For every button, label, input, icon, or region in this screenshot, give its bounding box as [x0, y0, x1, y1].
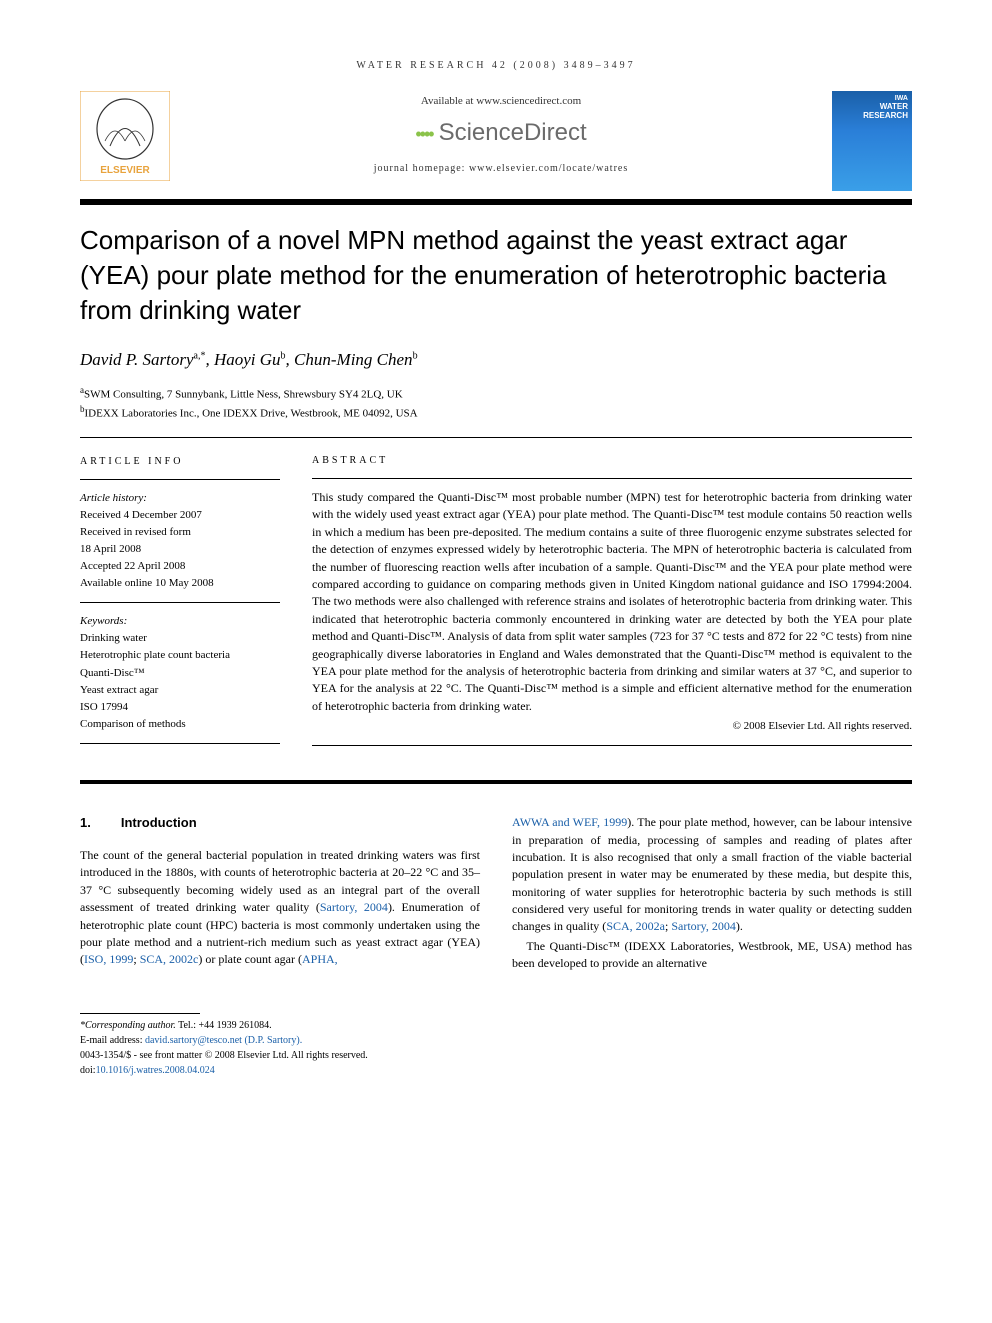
info-divider-3	[80, 743, 280, 744]
abstract-column: ABSTRACT This study compared the Quanti-…	[312, 454, 912, 757]
ref-link[interactable]: APHA,	[302, 952, 338, 966]
available-at-text: Available at www.sciencedirect.com	[170, 95, 832, 107]
journal-homepage: journal homepage: www.elsevier.com/locat…	[170, 163, 832, 174]
corresponding-author: *Corresponding author. Tel.: +44 1939 26…	[80, 1018, 912, 1033]
ref-link[interactable]: SCA, 2002a	[606, 919, 665, 933]
accepted-date: Accepted 22 April 2008	[80, 558, 280, 575]
svg-text:ELSEVIER: ELSEVIER	[100, 165, 150, 176]
abstract-text: This study compared the Quanti-Disc™ mos…	[312, 489, 912, 715]
body-right-column: AWWA and WEF, 1999). The pour plate meth…	[512, 814, 912, 973]
doi-link[interactable]: 10.1016/j.watres.2008.04.024	[96, 1065, 215, 1076]
body-left-column: 1.Introduction The count of the general …	[80, 814, 480, 973]
footnotes: *Corresponding author. Tel.: +44 1939 26…	[80, 1013, 912, 1078]
authors-line: David P. Sartorya,*, Haoyi Gub, Chun-Min…	[80, 350, 912, 370]
intro-paragraph-right-2: The Quanti-Disc™ (IDEXX Laboratories, We…	[512, 938, 912, 973]
sciencedirect-logo: ••••ScienceDirect	[170, 119, 832, 147]
intro-paragraph-left: The count of the general bacterial popul…	[80, 847, 480, 969]
running-header: WATER RESEARCH 42 (2008) 3489–3497	[80, 60, 912, 71]
info-top-rule	[80, 437, 912, 438]
info-abstract-row: ARTICLE INFO Article history: Received 4…	[80, 454, 912, 757]
ref-link[interactable]: Sartory, 2004	[320, 900, 388, 914]
online-date: Available online 10 May 2008	[80, 575, 280, 592]
front-matter: 0043-1354/$ - see front matter © 2008 El…	[80, 1048, 912, 1063]
keyword: Heterotrophic plate count bacteria	[80, 647, 280, 664]
elsevier-logo: ELSEVIER	[80, 91, 170, 181]
keyword: Yeast extract agar	[80, 682, 280, 699]
keywords-label: Keywords:	[80, 613, 280, 630]
keyword: Drinking water	[80, 630, 280, 647]
keyword: Comparison of methods	[80, 716, 280, 733]
footnote-rule	[80, 1013, 200, 1014]
journal-cover-thumbnail: IWA WATER RESEARCH	[832, 91, 912, 191]
keyword: Quanti-Disc™	[80, 665, 280, 682]
abstract-label: ABSTRACT	[312, 454, 912, 469]
revised-label: Received in revised form	[80, 524, 280, 541]
masthead-rule	[80, 199, 912, 205]
info-divider-1	[80, 479, 280, 480]
section-heading: 1.Introduction	[80, 814, 480, 833]
ref-link[interactable]: AWWA and WEF, 1999	[512, 815, 627, 829]
article-info-sidebar: ARTICLE INFO Article history: Received 4…	[80, 454, 280, 757]
article-title: Comparison of a novel MPN method against…	[80, 223, 912, 328]
abstract-copyright: © 2008 Elsevier Ltd. All rights reserved…	[312, 719, 912, 735]
masthead-center: Available at www.sciencedirect.com ••••S…	[170, 91, 832, 174]
keyword: ISO 17994	[80, 699, 280, 716]
intro-paragraph-right-1: AWWA and WEF, 1999). The pour plate meth…	[512, 814, 912, 936]
article-info-label: ARTICLE INFO	[80, 454, 280, 470]
email-line: E-mail address: david.sartory@tesco.net …	[80, 1033, 912, 1048]
abstract-bottom-rule	[312, 745, 912, 746]
ref-link[interactable]: Sartory, 2004	[671, 919, 736, 933]
ref-link[interactable]: ISO, 1999	[84, 952, 133, 966]
received-date: Received 4 December 2007	[80, 507, 280, 524]
ref-link[interactable]: SCA, 2002c	[140, 952, 199, 966]
body-top-rule	[80, 780, 912, 784]
email-link[interactable]: david.sartory@tesco.net (D.P. Sartory).	[145, 1035, 302, 1046]
affiliations: aSWM Consulting, 7 Sunnybank, Little Nes…	[80, 384, 912, 422]
abstract-top-rule	[312, 478, 912, 479]
info-divider-2	[80, 602, 280, 603]
doi-line: doi:10.1016/j.watres.2008.04.024	[80, 1063, 912, 1078]
revised-date: 18 April 2008	[80, 541, 280, 558]
history-label: Article history:	[80, 490, 280, 507]
body-columns: 1.Introduction The count of the general …	[80, 814, 912, 973]
sciencedirect-dots-icon: ••••	[415, 124, 432, 144]
masthead-row: ELSEVIER Available at www.sciencedirect.…	[80, 91, 912, 191]
